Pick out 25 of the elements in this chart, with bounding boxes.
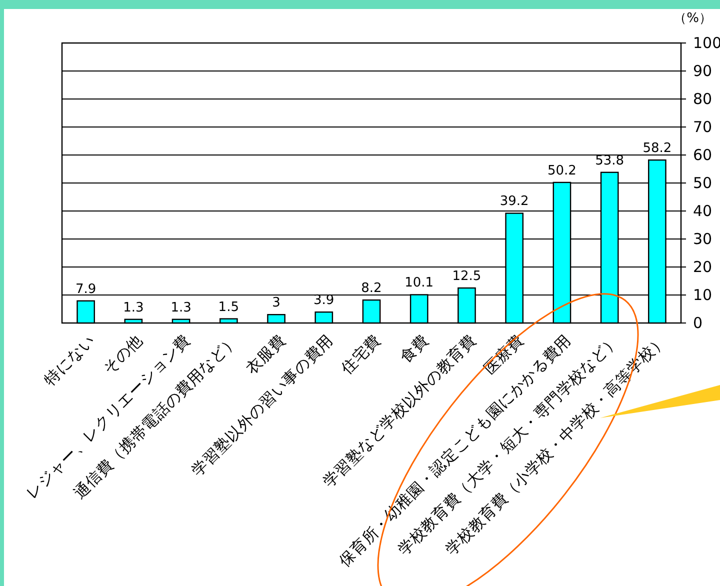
data-label: 1.3 — [123, 300, 144, 316]
y-tick-label: 90 — [693, 62, 712, 80]
x-tick-label: 特にない — [40, 331, 99, 390]
data-label: 7.9 — [75, 282, 96, 297]
y-tick-label: 20 — [693, 258, 712, 276]
y-tick-label: 40 — [693, 202, 712, 220]
data-label: 1.3 — [170, 300, 192, 316]
x-tick-label: 住宅費 — [336, 331, 384, 378]
x-tick-label: 食費 — [396, 331, 432, 366]
data-label: 39.2 — [500, 194, 529, 210]
data-label: 58.2 — [642, 141, 672, 156]
y-tick-label: 70 — [693, 118, 712, 136]
data-label: 12.5 — [452, 269, 482, 284]
y-tick-label: 80 — [693, 90, 712, 108]
y-tick-label: 10 — [693, 286, 712, 304]
data-label: 50.2 — [547, 163, 576, 178]
y-tick-label: 50 — [693, 174, 712, 192]
y-axis-title: （%） — [674, 11, 712, 26]
data-label: 10.1 — [404, 276, 434, 291]
data-label: 3 — [272, 296, 280, 311]
y-tick-label: 60 — [693, 146, 712, 164]
data-label: 1.5 — [218, 300, 239, 315]
data-label: 8.2 — [361, 281, 382, 296]
y-tick-label: 0 — [693, 314, 703, 332]
y-tick-label: 30 — [693, 230, 712, 248]
